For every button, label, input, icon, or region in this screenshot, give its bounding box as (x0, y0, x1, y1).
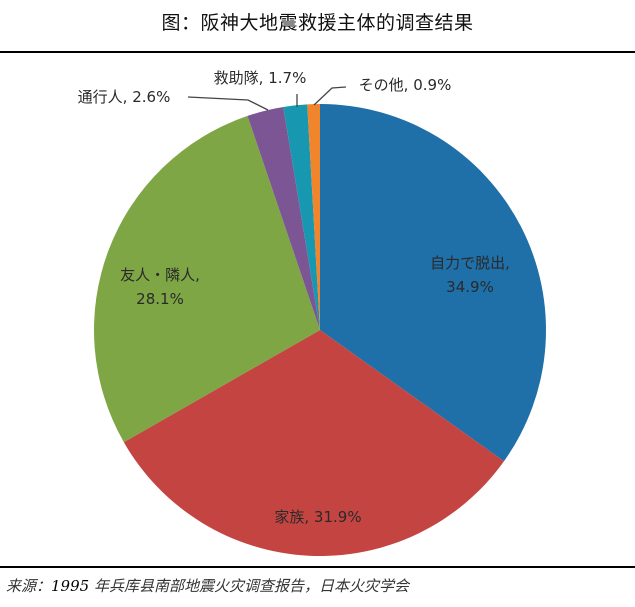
leader-line-passerby (187, 96, 269, 111)
source-text: 年兵库县南部地震火灾调查报告，日本火灾学会 (89, 577, 409, 595)
label-friends-pct: 28.1% (136, 290, 184, 308)
pie-slice-passerby (247, 107, 320, 330)
label-other: その他, 0.9% (359, 76, 452, 94)
pie-slice-family (123, 330, 504, 556)
pie-slice-friends (94, 115, 320, 443)
pie-slice-other (307, 104, 320, 330)
pie-slice-self (320, 104, 546, 462)
label-friends-name: 友人・隣人, (120, 266, 200, 284)
label-self-pct: 34.9% (446, 278, 494, 296)
source-prefix: 来源： (6, 577, 52, 595)
label-self-name: 自力で脱出, (430, 254, 510, 272)
label-passerby: 通行人, 2.6% (78, 88, 171, 106)
source-year: 1995 (51, 577, 90, 595)
pie-slice-rescue (283, 104, 320, 330)
source-note: 来源：1995 年兵库县南部地震火灾调查报告，日本火灾学会 (6, 575, 409, 596)
top-divider (0, 51, 635, 53)
leader-line-other (313, 86, 347, 106)
pie-slices (94, 104, 546, 556)
bottom-divider (0, 566, 635, 568)
chart-title: 图：阪神大地震救援主体的调查结果 (161, 12, 474, 34)
label-family: 家族, 31.9% (274, 508, 361, 526)
label-rescue: 救助隊, 1.7% (214, 69, 307, 87)
